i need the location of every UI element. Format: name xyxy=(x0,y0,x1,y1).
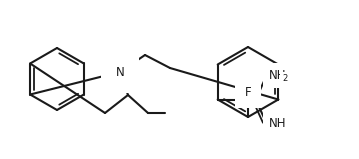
Text: N: N xyxy=(116,66,124,79)
Text: NH: NH xyxy=(269,117,286,130)
Text: F: F xyxy=(245,86,251,99)
Text: 2: 2 xyxy=(283,74,288,83)
Text: NH: NH xyxy=(269,69,286,82)
